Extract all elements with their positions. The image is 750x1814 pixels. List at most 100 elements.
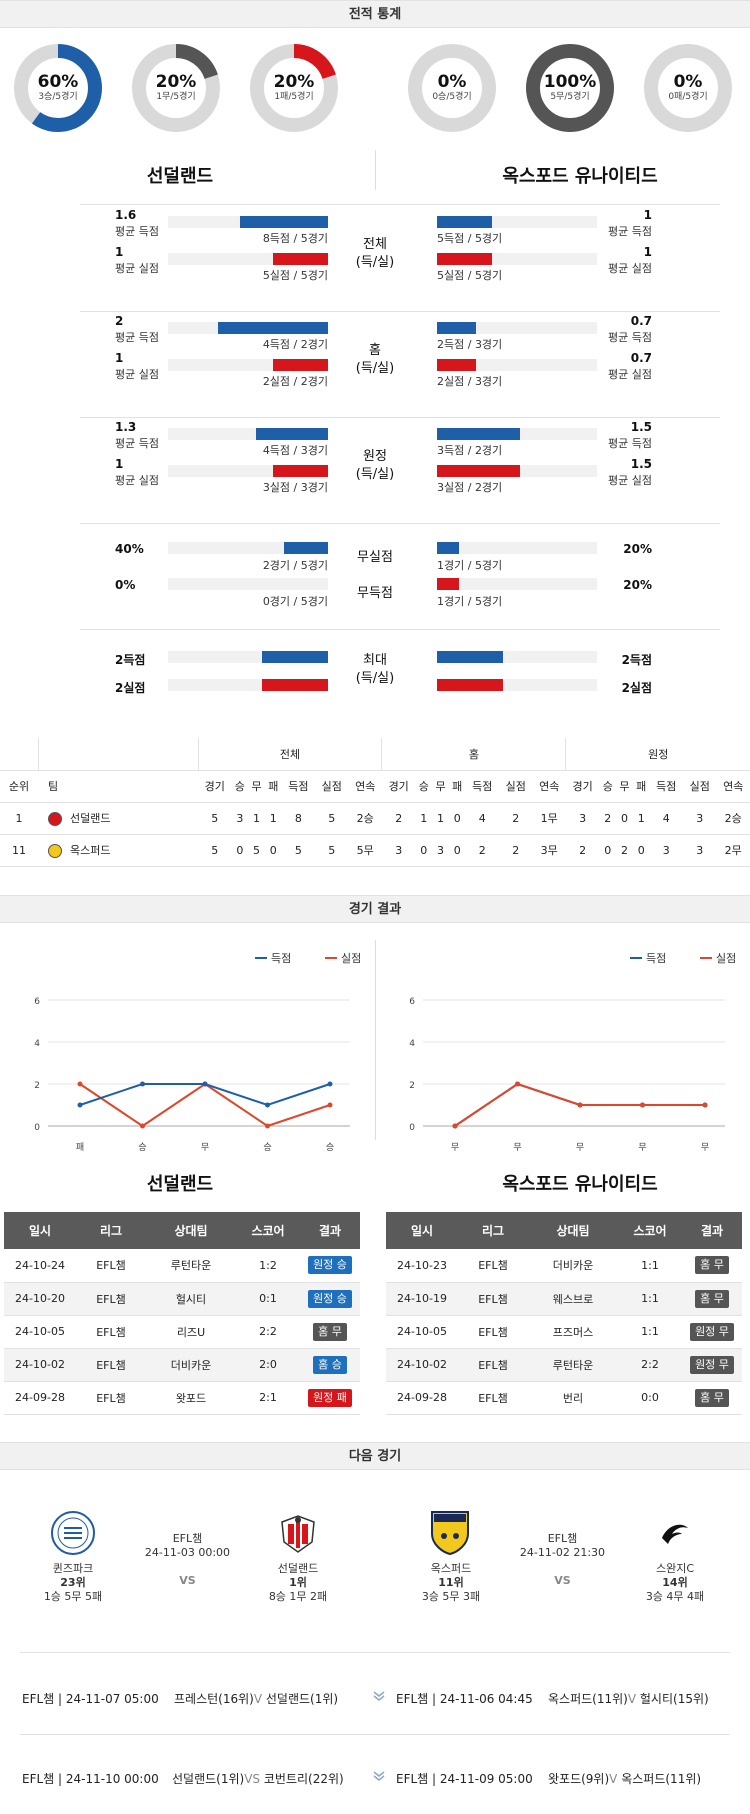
- home-goals-chart: 득점 실점 0 2 4 6 패 승 무 승 승: [34, 952, 361, 1153]
- standings-cell: 5: [315, 834, 349, 867]
- results-score: 2:1: [236, 1381, 300, 1415]
- standings-col-header: 패: [448, 770, 466, 803]
- x-tick-label: 패: [76, 1142, 84, 1153]
- next-right-info: EFL챔 24-11-02 21:30 VS: [510, 1532, 615, 1588]
- results-league: EFL챔: [76, 1315, 146, 1349]
- stat-right-detail: 2실점 / 3경기: [437, 375, 503, 388]
- results-date: 24-10-02: [386, 1348, 458, 1382]
- stat-right-bar: [437, 428, 520, 440]
- x-tick-label: 무: [201, 1142, 209, 1153]
- clean-left-bar: [284, 542, 328, 554]
- legend-label: 실점: [341, 952, 361, 965]
- x-tick-label: 승: [263, 1142, 271, 1153]
- donut-track: [408, 44, 496, 132]
- results-opponent: 웨스브로: [528, 1282, 618, 1316]
- standings-cell: 2: [465, 834, 500, 867]
- results-score: 1:1: [618, 1315, 682, 1349]
- standings-cell: 3: [381, 834, 416, 867]
- away-team-title: 옥스포드 유나이티드: [502, 166, 658, 187]
- next-left-vs: VS: [179, 1574, 196, 1587]
- max-right-value: 2득점: [621, 653, 652, 667]
- series-point: [640, 1102, 645, 1108]
- standings-cell: 2승: [348, 802, 382, 835]
- stats-divider: [80, 417, 720, 418]
- results-col-header: 리그: [76, 1212, 146, 1249]
- stat-group-label-sub: (득/실): [355, 255, 395, 270]
- fixture-1-vs: V: [253, 1692, 263, 1706]
- stat-right-detail: 3실점 / 2경기: [437, 481, 503, 494]
- clean-sheet-label: 무실점: [357, 550, 393, 565]
- standings-cell: 2: [381, 802, 416, 835]
- series-point: [77, 1102, 83, 1108]
- y-tick-label: 6: [34, 997, 40, 1007]
- fixtures-divider-mid: [20, 1734, 730, 1735]
- results-score: 2:0: [236, 1348, 300, 1382]
- fixture-3-vs: VS: [244, 1772, 261, 1786]
- next-right-vs: VS: [554, 1574, 571, 1587]
- next-left-league: EFL챔: [172, 1532, 203, 1545]
- results-outcome: 원정 무: [682, 1348, 742, 1382]
- stats-divider: [80, 311, 720, 312]
- title-divider: [375, 150, 376, 190]
- group-home: 홈: [381, 738, 567, 771]
- standings-cell: 4: [649, 802, 683, 835]
- results-col-header: 일시: [386, 1212, 458, 1249]
- group-total: 전체: [198, 738, 383, 771]
- next-right-away: 스완지C 14위 3승 4무 4패: [622, 1562, 728, 1604]
- donut-2: 20% 1무/5경기: [130, 42, 222, 134]
- group-away: 원정: [565, 738, 750, 771]
- series-point: [327, 1081, 333, 1087]
- result-badge: 홈 무: [313, 1322, 347, 1341]
- result-badge: 홈 승: [313, 1355, 347, 1374]
- fixture-1-away: 선덜랜드(1위): [265, 1692, 339, 1706]
- x-tick-label: 무: [451, 1142, 459, 1153]
- standings-col-header: 무: [616, 770, 633, 803]
- clean-right-value: 20%: [623, 578, 652, 592]
- standings-col-header: 득점: [281, 770, 316, 803]
- standings-team[interactable]: 선덜랜드: [38, 802, 198, 835]
- clean-left-value: 0%: [115, 578, 136, 592]
- stat-left-detail: 3실점 / 3경기: [262, 481, 328, 494]
- y-tick-label: 4: [409, 1039, 415, 1049]
- donut-caption: 5무/5경기: [550, 92, 590, 102]
- donut-6: 0% 0패/5경기: [642, 42, 734, 134]
- stat-left-bar: [256, 428, 328, 440]
- next-left-away-record: 8승 1무 2패: [268, 1590, 328, 1603]
- stat-right-caption: 평균 득점: [608, 331, 652, 344]
- standings-cell: 0: [448, 834, 466, 867]
- standings-cell: 5: [198, 802, 232, 835]
- results-opponent: 루턴타운: [146, 1249, 236, 1283]
- results-date: 24-10-05: [386, 1315, 458, 1349]
- results-league: EFL챔: [458, 1249, 528, 1283]
- standings-row: 1 선덜랜드 5 3 1 1 8 5 2승 2 1 1 0 4 2 1무 3 2 0 1 4 3 2승: [0, 802, 750, 835]
- results-row: 24-10-19 EFL챔 웨스브로 1:1 홈 무: [386, 1282, 742, 1316]
- x-tick-label: 무: [638, 1142, 646, 1153]
- results-outcome: 홈 무: [682, 1249, 742, 1283]
- stat-left-bar: [273, 253, 328, 265]
- standings-table: 전체 홈 원정 순위 팀 경기 승 무 패 득점 실점 연속 경기 승 무 패 득점 실점 연속 경기 승 무 패 득점…: [0, 738, 750, 867]
- stat-right-bar: [437, 322, 476, 334]
- stat-right-detail: 5실점 / 5경기: [437, 269, 503, 282]
- clean-left-detail: 0경기 / 5경기: [262, 595, 328, 608]
- next-left-home: 퀸즈파크 23위 1승 5무 5패: [20, 1562, 126, 1604]
- standings-cell: 1: [432, 802, 449, 835]
- y-tick-label: 2: [409, 1081, 415, 1091]
- standings-cell: 2: [499, 834, 533, 867]
- clean-right-bar-track: [437, 578, 597, 590]
- fixture-3-teams: 선덜랜드(1위)VS 코번트리(22위): [172, 1770, 344, 1787]
- stats-divider: [80, 523, 720, 524]
- home-team-title: 선덜랜드: [146, 166, 214, 187]
- stat-right-caption: 평균 득점: [608, 437, 652, 450]
- standings-col-header: 순위: [0, 770, 38, 803]
- standings-team[interactable]: 옥스퍼드: [38, 834, 198, 867]
- stat-left-caption: 평균 득점: [115, 331, 159, 344]
- standings-col-header: 경기: [198, 770, 232, 803]
- fixture-4-meta: EFL챔 | 24-11-09 05:00: [396, 1772, 533, 1786]
- results-score: 2:2: [236, 1315, 300, 1349]
- results-opponent: 왓포드: [146, 1381, 236, 1415]
- standings-cell: 1: [264, 802, 282, 835]
- results-date: 24-10-23: [386, 1249, 458, 1283]
- next-left-away-name: 선덜랜드: [277, 1562, 319, 1575]
- results-league: EFL챔: [76, 1282, 146, 1316]
- results-row: 24-10-05 EFL챔 리즈U 2:2 홈 무: [4, 1315, 360, 1349]
